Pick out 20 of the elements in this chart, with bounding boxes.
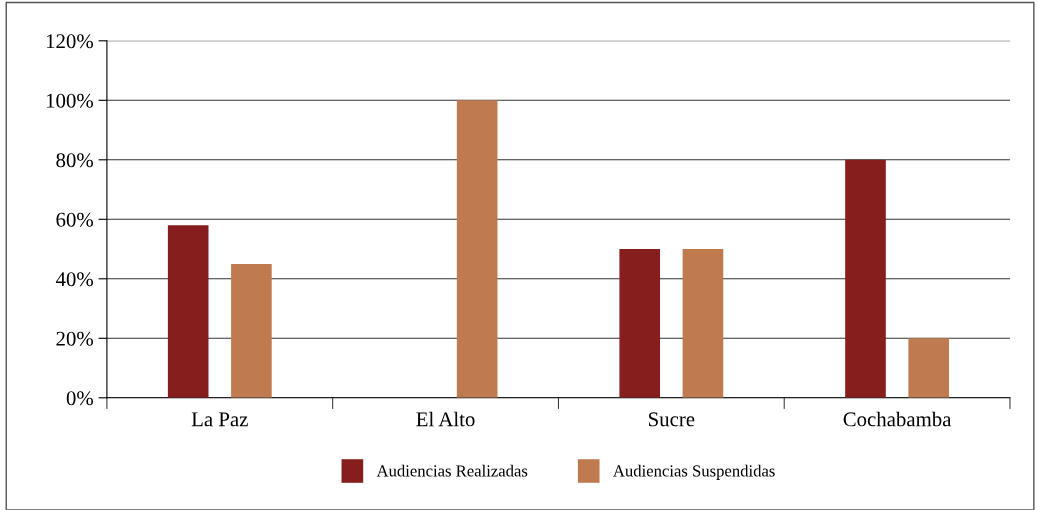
x-tick-label: Cochabamba: [843, 411, 952, 427]
x-tick-label: La Paz: [191, 412, 248, 427]
y-tick-label: 60%: [56, 212, 94, 227]
legend-label: Audiencias Realizadas: [376, 464, 528, 477]
x-tick-label: Sucre: [649, 412, 695, 427]
bar: [456, 100, 498, 398]
bar: [682, 249, 724, 398]
y-tick-label: 0%: [66, 391, 94, 406]
bar: [908, 338, 950, 398]
legend-label: Audiencias Suspendidas: [613, 464, 775, 480]
y-tick-label: 40%: [55, 272, 94, 287]
bar: [231, 263, 272, 398]
y-tick-label: 120%: [46, 34, 94, 49]
x-tick-label: El Alto: [416, 411, 475, 427]
y-tick-label: 100%: [46, 93, 94, 108]
y-tick-label: 80%: [56, 153, 94, 168]
bar: [845, 159, 886, 398]
y-tick-label: 20%: [56, 331, 94, 346]
bar: [167, 225, 209, 398]
bar: [619, 249, 661, 398]
